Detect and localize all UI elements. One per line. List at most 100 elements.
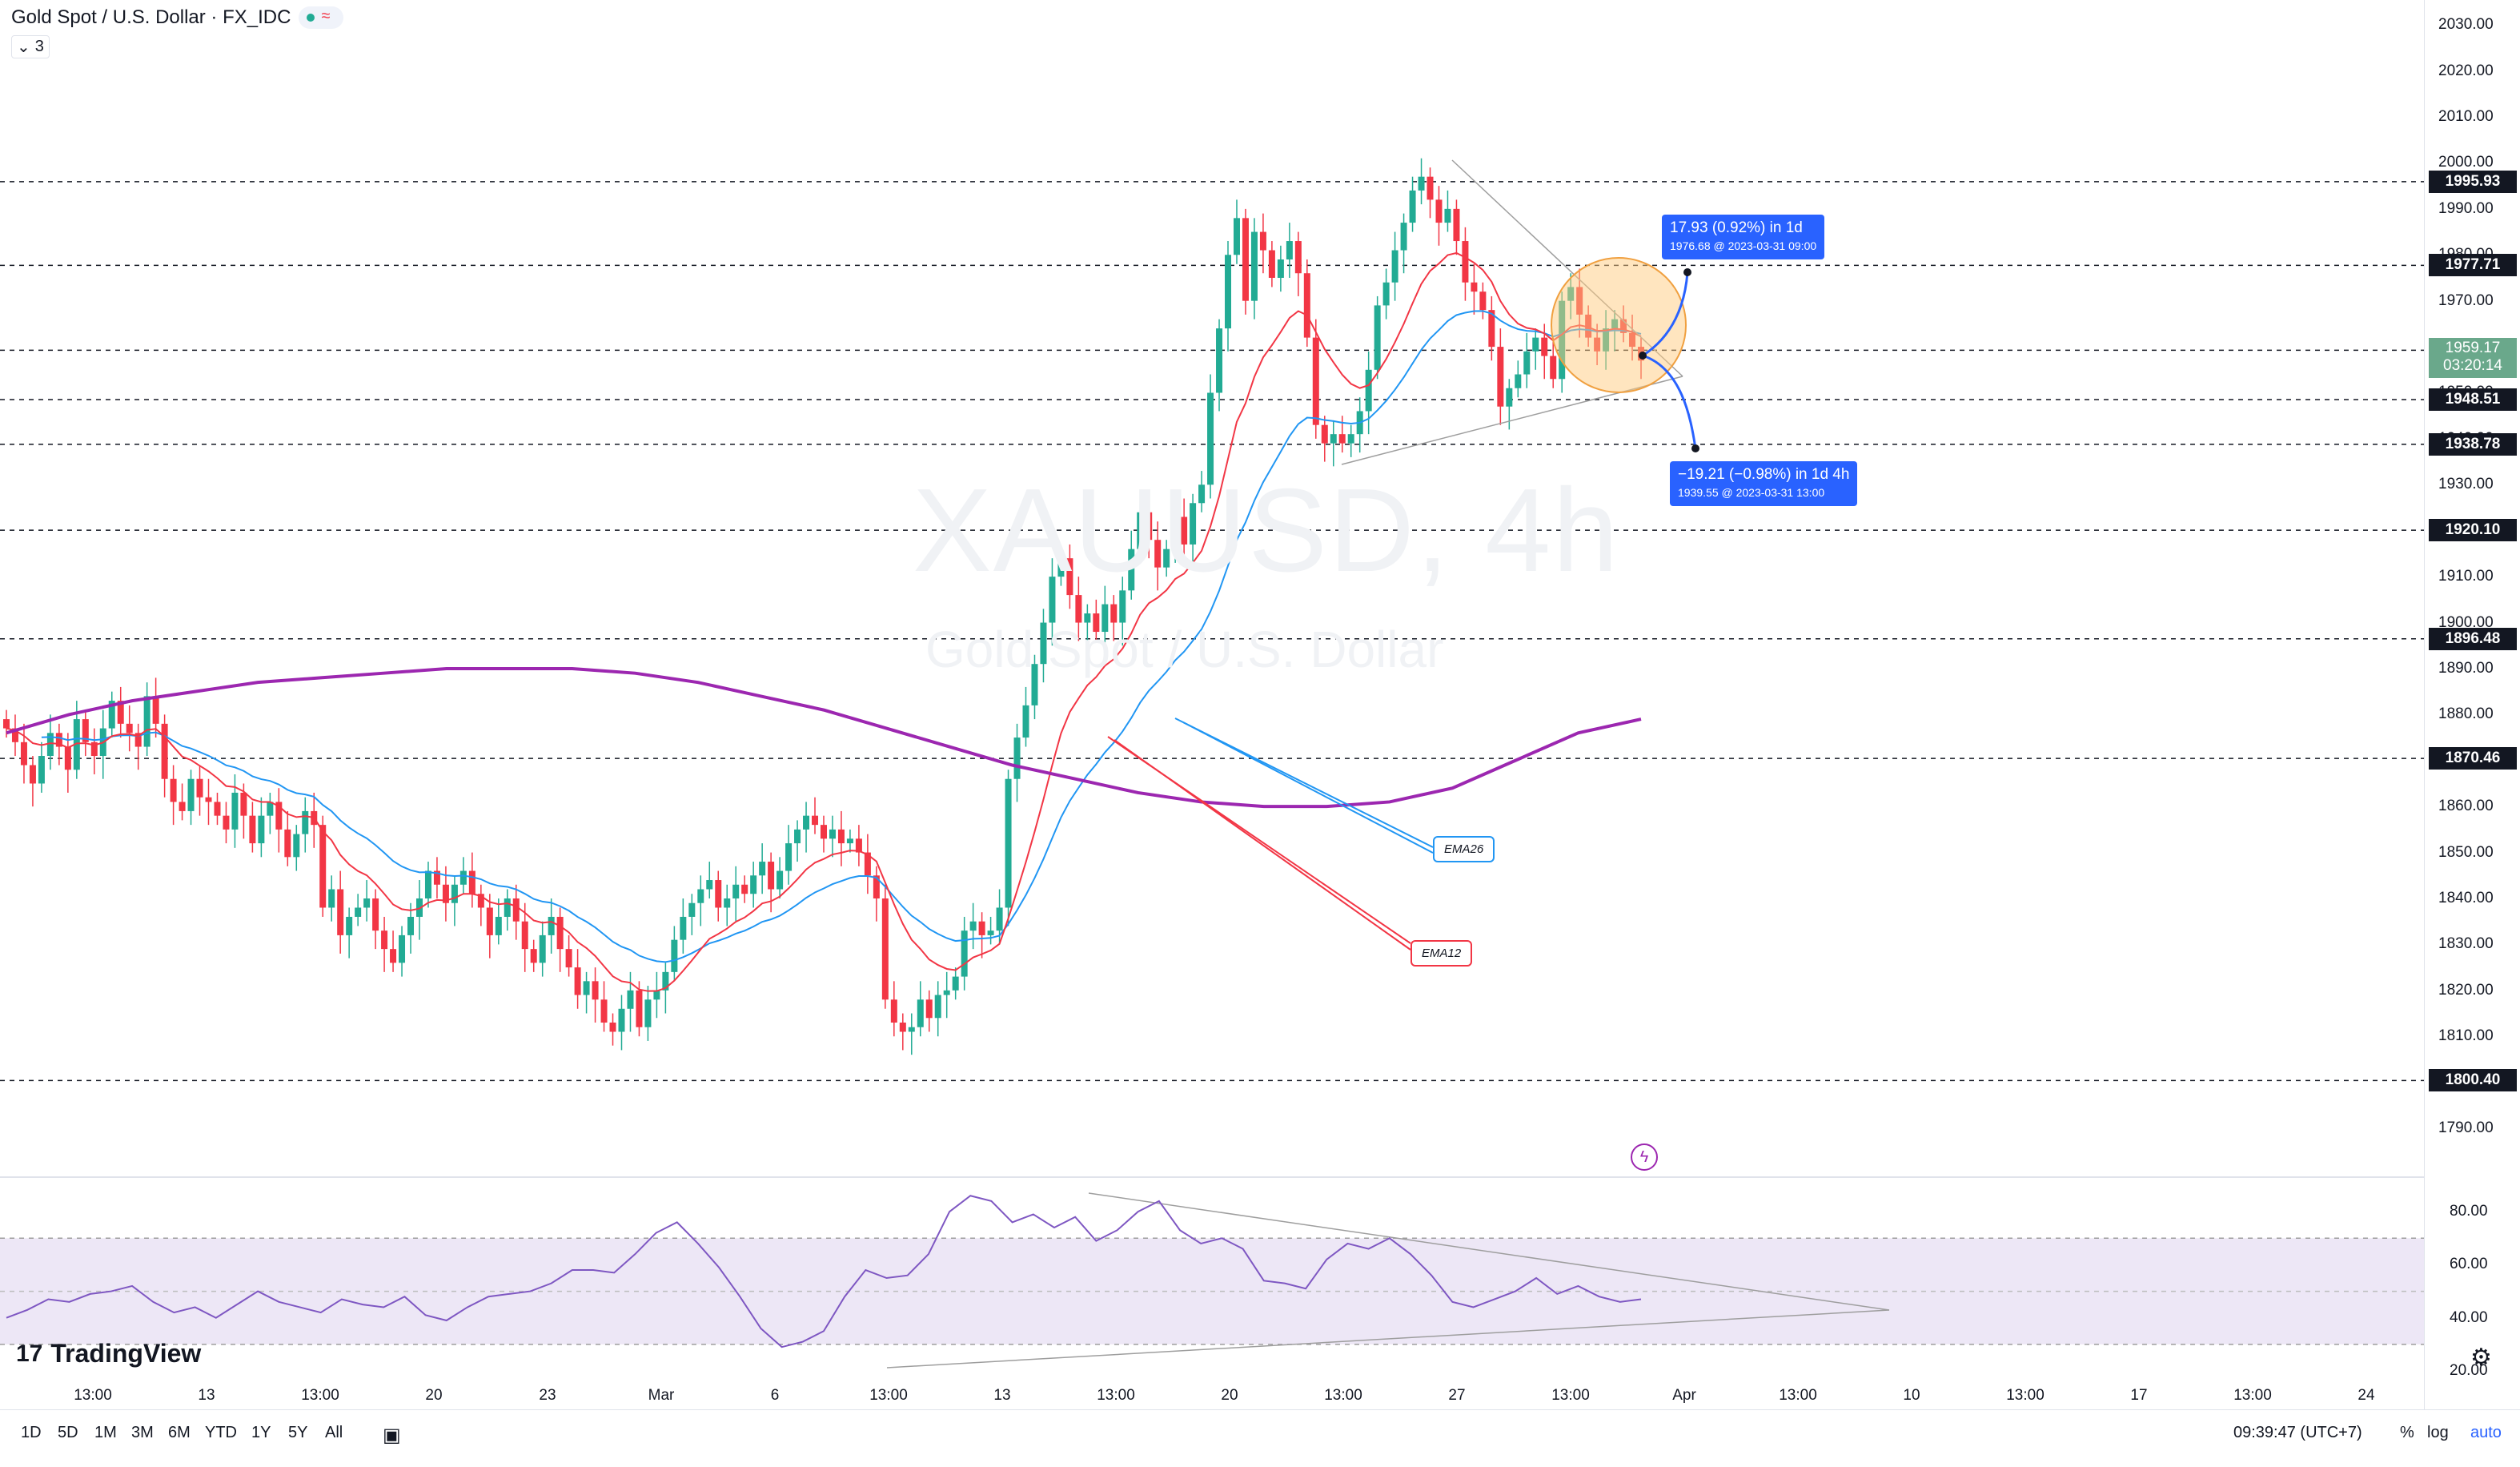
- candle-body[interactable]: [1550, 356, 1557, 380]
- candle-body[interactable]: [302, 810, 309, 834]
- candle-body[interactable]: [20, 742, 27, 766]
- candle-body[interactable]: [1057, 558, 1065, 577]
- symbol-title[interactable]: Gold Spot / U.S. Dollar · FX_IDC: [11, 6, 291, 28]
- candle-body[interactable]: [1216, 328, 1223, 393]
- timeframe-button-3m[interactable]: 3M: [131, 1424, 154, 1441]
- candle-body[interactable]: [556, 916, 564, 950]
- candle-body[interactable]: [741, 884, 748, 894]
- candle-body[interactable]: [1382, 282, 1390, 306]
- candle-body[interactable]: [1268, 250, 1275, 278]
- candle-body[interactable]: [881, 898, 889, 1000]
- candle-body[interactable]: [706, 880, 713, 890]
- candle-body[interactable]: [583, 981, 590, 995]
- candle-body[interactable]: [697, 889, 704, 903]
- candle-body[interactable]: [346, 916, 353, 935]
- candle-body[interactable]: [214, 802, 221, 816]
- candle-body[interactable]: [1154, 540, 1162, 568]
- candle-body[interactable]: [1049, 577, 1056, 623]
- flash-icon[interactable]: ϟ: [1631, 1143, 1658, 1171]
- candle-body[interactable]: [925, 999, 933, 1019]
- candle-body[interactable]: [644, 999, 652, 1027]
- clock[interactable]: 09:39:47 (UTC+7): [2233, 1424, 2362, 1441]
- candle-body[interactable]: [732, 884, 740, 898]
- price-axis[interactable]: [2424, 0, 2520, 1409]
- candle-body[interactable]: [1233, 218, 1240, 255]
- candle-body[interactable]: [890, 999, 897, 1023]
- candle-body[interactable]: [46, 733, 54, 757]
- candle-body[interactable]: [855, 838, 862, 853]
- candle-body[interactable]: [1181, 516, 1188, 545]
- candle-body[interactable]: [1427, 176, 1434, 200]
- indicators-toggle[interactable]: ⌄ 3: [11, 35, 50, 58]
- candle-body[interactable]: [363, 898, 371, 908]
- candle-body[interactable]: [1084, 613, 1091, 623]
- candle-body[interactable]: [231, 792, 239, 830]
- candle-body[interactable]: [38, 756, 45, 784]
- candle-body[interactable]: [1146, 512, 1153, 541]
- candle-body[interactable]: [1391, 250, 1398, 283]
- candle-body[interactable]: [1365, 369, 1372, 412]
- candle-body[interactable]: [680, 916, 687, 940]
- candle-body[interactable]: [205, 797, 212, 802]
- candle-body[interactable]: [1031, 664, 1038, 705]
- candle-body[interactable]: [837, 829, 845, 844]
- candle-body[interactable]: [715, 880, 722, 908]
- symbol-header[interactable]: Gold Spot / U.S. Dollar · FX_IDC ≈: [11, 6, 344, 29]
- candle-body[interactable]: [249, 815, 256, 844]
- candle-body[interactable]: [433, 870, 440, 885]
- candle-body[interactable]: [143, 696, 150, 747]
- timeframe-button-5d[interactable]: 5D: [58, 1424, 78, 1441]
- candle-body[interactable]: [223, 815, 230, 830]
- candle-body[interactable]: [829, 829, 836, 839]
- candle-body[interactable]: [442, 884, 449, 903]
- candle-body[interactable]: [794, 829, 801, 844]
- gear-icon[interactable]: ⚙: [2470, 1344, 2492, 1371]
- candle-body[interactable]: [908, 1027, 915, 1032]
- candle-body[interactable]: [873, 875, 880, 898]
- candle-body[interactable]: [1479, 291, 1487, 311]
- candle-body[interactable]: [55, 733, 62, 747]
- candle-body[interactable]: [1532, 337, 1539, 352]
- timeframe-button-1y[interactable]: 1Y: [251, 1424, 271, 1441]
- candle-body[interactable]: [1303, 273, 1310, 338]
- calendar-range-icon[interactable]: ▣: [383, 1425, 401, 1446]
- candle-body[interactable]: [899, 1022, 906, 1032]
- candle-body[interactable]: [1066, 558, 1073, 596]
- candle-body[interactable]: [284, 829, 291, 858]
- candle-body[interactable]: [1321, 424, 1328, 444]
- timeframe-button-5y[interactable]: 5Y: [288, 1424, 308, 1441]
- percent-toggle[interactable]: %: [2400, 1424, 2414, 1441]
- candle-body[interactable]: [1435, 199, 1443, 223]
- candle-body[interactable]: [785, 843, 793, 871]
- candle-body[interactable]: [355, 907, 362, 917]
- candle-body[interactable]: [1119, 590, 1126, 623]
- candle-body[interactable]: [1101, 604, 1109, 633]
- candle-body[interactable]: [381, 930, 388, 950]
- candle-body[interactable]: [996, 907, 1003, 931]
- candle-body[interactable]: [82, 719, 89, 742]
- candle-body[interactable]: [1259, 231, 1266, 251]
- candle-body[interactable]: [1172, 516, 1179, 549]
- candle-body[interactable]: [1250, 231, 1258, 301]
- candle-body[interactable]: [574, 967, 581, 995]
- candle-body[interactable]: [636, 990, 643, 1027]
- candle-body[interactable]: [688, 902, 696, 917]
- candle-body[interactable]: [600, 999, 608, 1023]
- candle-body[interactable]: [258, 815, 265, 844]
- candle-body[interactable]: [1409, 190, 1416, 223]
- candle-body[interactable]: [821, 825, 827, 839]
- candle-body[interactable]: [424, 870, 431, 898]
- candle-body[interactable]: [390, 949, 397, 963]
- candle-body[interactable]: [64, 746, 71, 770]
- log-toggle[interactable]: log: [2427, 1424, 2449, 1441]
- timeframe-button-all[interactable]: All: [325, 1424, 343, 1441]
- candle-body[interactable]: [917, 999, 924, 1027]
- candle-body[interactable]: [565, 949, 572, 968]
- candle-body[interactable]: [1444, 208, 1451, 223]
- candle-body[interactable]: [1225, 255, 1232, 329]
- candle-body[interactable]: [864, 852, 871, 876]
- candle-body[interactable]: [724, 898, 731, 908]
- candle-body[interactable]: [548, 916, 555, 935]
- candle-body[interactable]: [1093, 613, 1100, 633]
- candle-body[interactable]: [90, 742, 98, 757]
